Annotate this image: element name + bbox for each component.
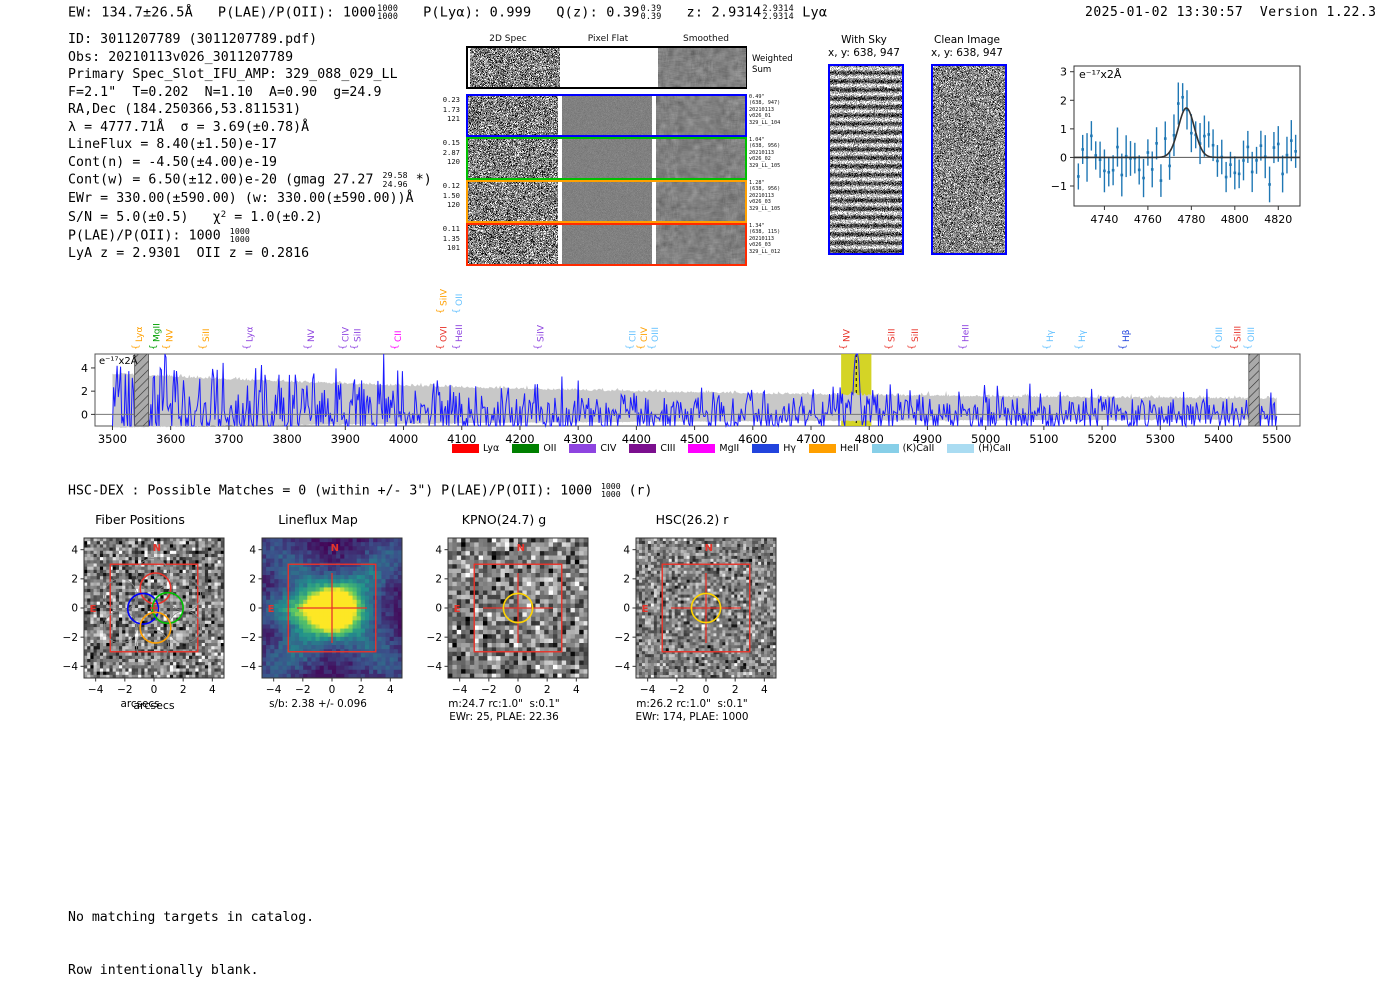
footer-line-2: Row intentionally blank. — [68, 962, 314, 980]
svg-text:4: 4 — [71, 544, 78, 556]
svg-text:N: N — [517, 543, 525, 554]
svg-text:E: E — [454, 604, 461, 615]
lineflux-map-caption: s/b: 2.38 +/- 0.096 — [228, 698, 408, 712]
kpno-title: KPNO(24.7) g — [414, 512, 594, 527]
svg-text:−4: −4 — [63, 661, 79, 673]
svg-text:−2: −2 — [427, 632, 442, 644]
svg-text:−4: −4 — [452, 684, 468, 696]
svg-text:E: E — [90, 604, 97, 615]
svg-text:0: 0 — [435, 603, 442, 615]
svg-text:E: E — [268, 604, 275, 615]
lineflux-map-title: Lineflux Map — [228, 512, 408, 527]
fiber-positions-title: Fiber Positions — [50, 512, 230, 527]
svg-text:−2: −2 — [63, 632, 78, 644]
kpno-caption-2: EWr: 25, PLAE: 22.36 — [414, 711, 594, 725]
hsc-caption-2: EWr: 174, PLAE: 1000 — [602, 711, 782, 725]
svg-text:N: N — [331, 543, 339, 554]
svg-text:0: 0 — [249, 603, 256, 615]
svg-text:4: 4 — [387, 684, 394, 696]
svg-text:N: N — [153, 543, 161, 554]
hsc-title: HSC(26.2) r — [602, 512, 782, 527]
cutout-lineflux-map[interactable]: Lineflux Map −4 −4 −2 −2 0 0 2 2 4 4 N E s/b: 2.38 … — [228, 512, 408, 722]
svg-text:−2: −2 — [241, 632, 256, 644]
svg-text:−4: −4 — [88, 684, 104, 696]
svg-text:2: 2 — [358, 684, 365, 696]
svg-text:2: 2 — [249, 573, 256, 585]
svg-text:4: 4 — [249, 544, 256, 556]
svg-text:4: 4 — [209, 684, 216, 696]
footer-line-1: No matching targets in catalog. — [68, 909, 314, 927]
svg-text:0: 0 — [329, 684, 336, 696]
svg-text:0: 0 — [151, 684, 158, 696]
kpno-caption-1: m:24.7 rc:1.0" s:0.1" — [414, 698, 594, 712]
svg-text:−4: −4 — [241, 661, 257, 673]
fiber-positions-xlabel: arcsecs — [50, 698, 230, 712]
hsc-caption-1: m:26.2 rc:1.0" s:0.1" — [602, 698, 782, 712]
svg-text:2: 2 — [435, 573, 442, 585]
footer-note: No matching targets in catalog. Row inte… — [68, 874, 314, 997]
svg-text:2: 2 — [71, 573, 78, 585]
cutout-kpno-g[interactable]: KPNO(24.7) g −4 −4 −2 −2 0 0 2 2 4 4 N E m:24.7 rc:… — [414, 512, 594, 727]
svg-text:0: 0 — [515, 684, 522, 696]
svg-text:−2: −2 — [481, 684, 496, 696]
svg-text:2: 2 — [544, 684, 551, 696]
svg-text:2: 2 — [180, 684, 187, 696]
svg-text:−4: −4 — [266, 684, 282, 696]
svg-text:4: 4 — [435, 544, 442, 556]
svg-text:−2: −2 — [295, 684, 310, 696]
svg-text:−4: −4 — [427, 661, 443, 673]
svg-text:0: 0 — [71, 603, 78, 615]
svg-text:4: 4 — [573, 684, 580, 696]
svg-text:−2: −2 — [117, 684, 132, 696]
